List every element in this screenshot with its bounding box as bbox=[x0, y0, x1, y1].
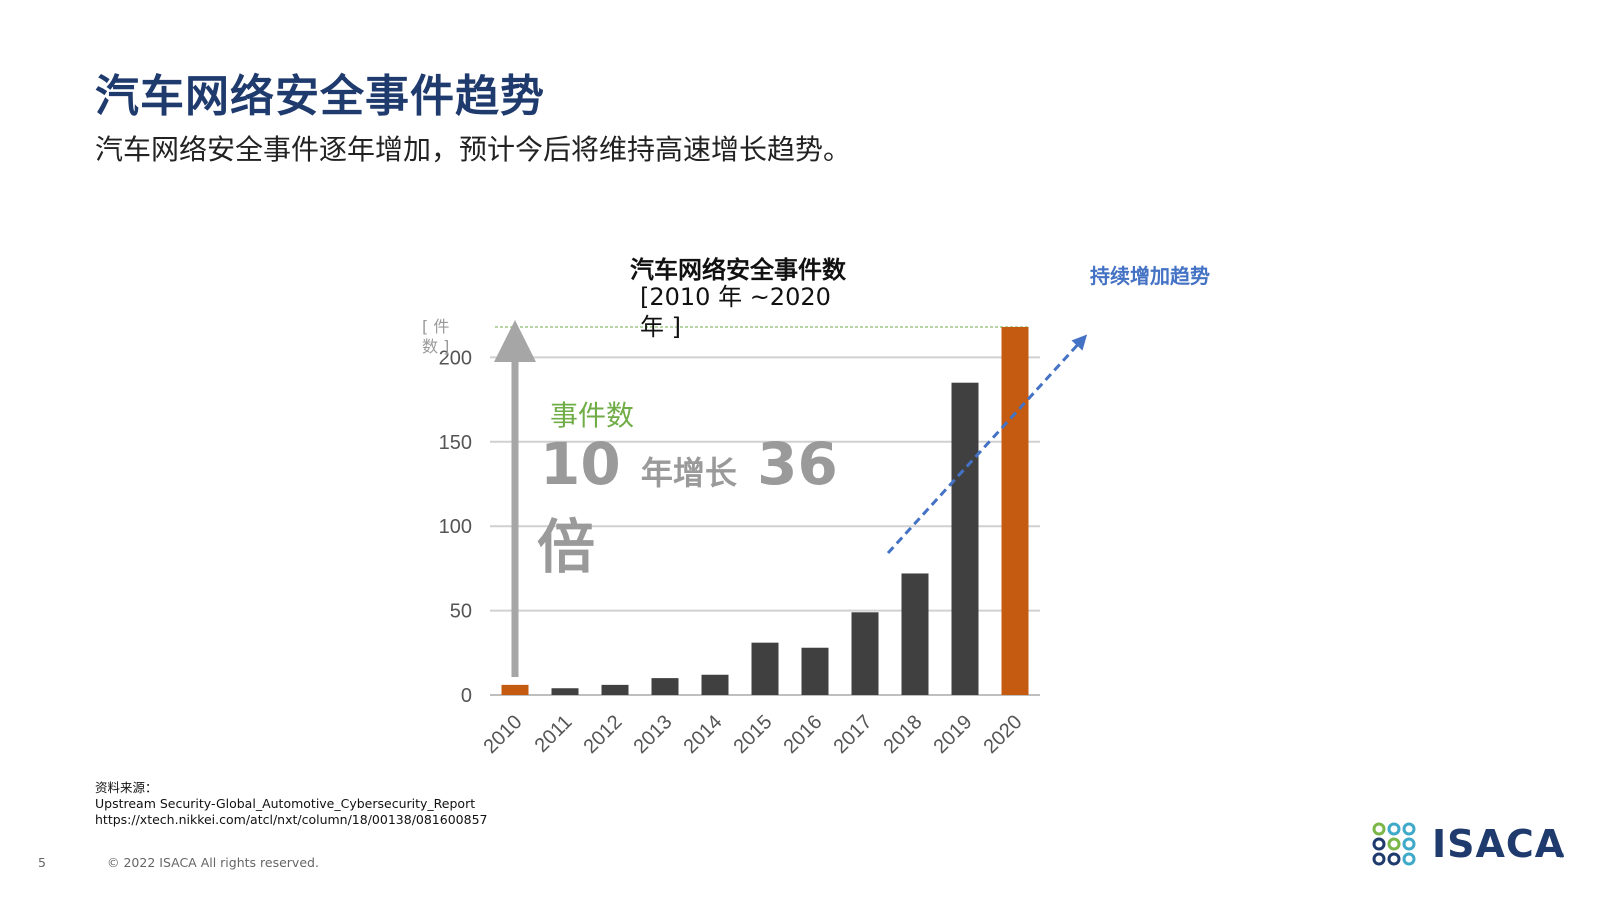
logo-trademark: ® bbox=[1558, 852, 1565, 860]
page-number: 5 bbox=[38, 855, 46, 870]
growth-number-years: 10 bbox=[540, 430, 621, 498]
source-link[interactable]: https://xtech.nikkei.com/atcl/nxt/column… bbox=[95, 812, 488, 827]
y-tick-label: 100 bbox=[439, 516, 472, 538]
growth-statement: 10 年增长 36 bbox=[540, 430, 838, 498]
x-tick-label: 2020 bbox=[980, 711, 1027, 758]
x-tick-label: 2015 bbox=[730, 711, 777, 758]
source-note: 资料来源： Upstream Security-Global_Automotiv… bbox=[95, 780, 487, 828]
logo-text: ISACA bbox=[1432, 822, 1566, 866]
bar bbox=[1001, 327, 1029, 695]
bar bbox=[951, 382, 979, 695]
x-tick-label: 2017 bbox=[830, 711, 877, 758]
y-tick-label: 200 bbox=[439, 347, 472, 369]
trend-label: 持续增加趋势 bbox=[1090, 264, 1210, 288]
bar bbox=[851, 612, 879, 695]
source-line-1: Upstream Security-Global_Automotive_Cybe… bbox=[95, 796, 476, 811]
x-tick-label: 2012 bbox=[580, 711, 627, 758]
chart-title: 汽车网络安全事件数 bbox=[630, 256, 846, 284]
bar bbox=[701, 674, 729, 695]
growth-number-multiple: 36 bbox=[757, 430, 838, 498]
isaca-logo: ISACA ® bbox=[1370, 820, 1570, 870]
bar bbox=[551, 688, 579, 695]
source-label: 资料来源： bbox=[95, 780, 158, 795]
slide-subtitle: 汽车网络安全事件逐年增加，预计今后将维持高速增长趋势。 bbox=[95, 133, 852, 166]
growth-mid-text: 年增长 bbox=[640, 454, 737, 492]
chart-subtitle: [2010 年 ~2020 年 ] bbox=[640, 283, 831, 341]
bar bbox=[751, 642, 779, 695]
slide-title: 汽车网络安全事件趋势 bbox=[95, 71, 545, 122]
copyright: © 2022 ISACA All rights reserved. bbox=[107, 855, 319, 870]
x-tick-label: 2014 bbox=[680, 711, 727, 758]
bar bbox=[901, 573, 929, 695]
bar bbox=[801, 647, 829, 695]
y-tick-label: 0 bbox=[461, 685, 472, 707]
x-tick-label: 2010 bbox=[480, 711, 527, 758]
growth-title: 事件数 bbox=[550, 399, 635, 432]
x-tick-label: 2013 bbox=[630, 711, 677, 758]
bar bbox=[601, 684, 629, 695]
bar bbox=[501, 684, 529, 695]
bar bbox=[651, 678, 679, 695]
x-tick-label: 2019 bbox=[930, 711, 977, 758]
growth-suffix: 倍 bbox=[537, 513, 596, 581]
x-tick-label: 2016 bbox=[780, 711, 827, 758]
x-tick-label: 2011 bbox=[531, 711, 577, 757]
trend-arrow bbox=[886, 334, 1088, 555]
x-tick-label: 2018 bbox=[880, 711, 927, 758]
isaca-logo-icon bbox=[1372, 822, 1416, 866]
y-tick-label: 50 bbox=[450, 601, 472, 623]
y-axis-unit: [ 件 数 ] bbox=[422, 317, 450, 356]
y-tick-label: 150 bbox=[439, 432, 472, 454]
